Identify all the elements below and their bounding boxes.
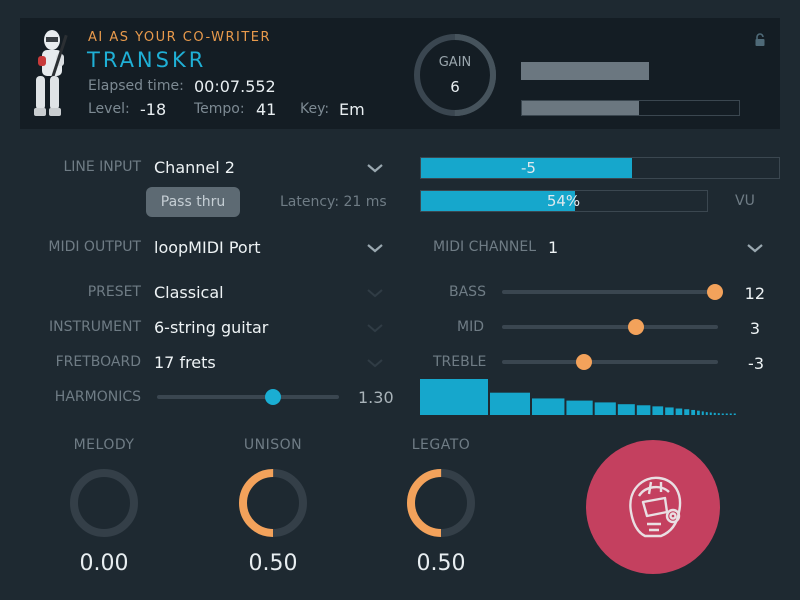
record-button[interactable] [586,440,720,574]
fretboard-select[interactable]: 17 frets [154,353,216,372]
dial-value-melody: 0.00 [79,551,129,576]
dial-arc [239,469,307,537]
pass-thru-button[interactable]: Pass thru [146,187,240,217]
midi-output-label: MIDI OUTPUT [48,239,141,255]
elapsed-time-value: 00:07.552 [194,77,276,96]
gain-knob[interactable] [410,30,500,120]
spectrum-bar [652,406,664,415]
input-meter: -5 [420,157,780,179]
header-panel [20,18,780,129]
spectrum-bar [725,413,728,415]
bass-slider-track[interactable] [502,284,723,300]
bass-value: 12 [744,284,765,303]
bass-label: BASS [449,284,486,300]
robot-head-icon [629,476,682,538]
harmonics-value: 1.30 [358,388,394,407]
chevron-down-icon[interactable] [366,358,384,368]
spectrum-bar [636,405,651,415]
dial-label-melody: MELODY [73,437,135,453]
treble-value: -3 [748,354,764,373]
app-title: TRANSKR [87,48,207,72]
line-input-label: LINE INPUT [63,159,141,175]
input-meter-fill [421,158,633,178]
level-label: Level: [88,101,130,117]
instrument-select[interactable]: 6-string guitar [154,318,269,337]
tempo-value: 41 [256,100,277,119]
harmonics-slider-track[interactable] [157,389,339,405]
vu-meter-fill [421,191,576,211]
spectrum-bar [566,400,593,415]
instrument-label: INSTRUMENT [49,319,141,335]
mid-slider-track[interactable] [502,319,718,335]
dial-knob-unison[interactable] [236,466,310,540]
spectrum-bar [420,379,488,415]
spectrum-bar [701,411,704,415]
harmonics-slider-handle[interactable] [265,389,282,405]
input-meter-text: -5 [521,159,536,177]
harmonics-label: HARMONICS [54,389,141,405]
treble-slider-handle[interactable] [576,354,593,370]
tempo-label: Tempo: [194,101,245,117]
lock-icon[interactable] [753,33,767,47]
midi-output-select[interactable]: loopMIDI Port [154,238,261,257]
dial-value-unison: 0.50 [248,551,298,576]
key-label: Key: [300,101,330,117]
chevron-down-icon[interactable] [366,163,384,173]
key-value: Em [339,100,365,119]
robot-guitarist-logo [34,30,68,116]
spectrum-bar [665,407,674,415]
spectrum-bar [709,412,712,415]
preset-label: PRESET [87,284,141,300]
spectrum-bar [697,410,700,415]
line-input-select[interactable]: Channel 2 [154,158,235,177]
spectrum-bar [733,413,736,415]
dial-value-legato: 0.50 [416,551,466,576]
level-value: -18 [140,100,167,119]
spectrum-bar [717,413,720,415]
spectrum-bar [532,398,565,415]
midi-channel-label: MIDI CHANNEL [433,239,537,255]
chevron-down-icon[interactable] [366,288,384,298]
preset-select[interactable]: Classical [154,283,224,302]
spectrum-bar [617,404,635,415]
spectrum-bar [490,392,530,415]
dial-label-unison: UNISON [243,437,303,453]
treble-label: TREBLE [433,354,487,370]
chevron-down-icon[interactable] [746,243,764,253]
mid-label: MID [457,319,484,335]
dial-knob-melody[interactable] [67,466,141,540]
bass-slider-handle[interactable] [707,284,723,300]
header-level-bar-2-track [521,100,740,116]
mid-slider-handle[interactable] [627,319,644,335]
treble-slider-track[interactable] [502,354,718,370]
chevron-down-icon[interactable] [366,243,384,253]
dial-label-legato: LEGATO [411,437,471,453]
vu-meter-text: 54% [546,192,581,210]
vu-label: VU [735,193,755,209]
spectrum-bar [729,413,732,415]
elapsed-time-label: Elapsed time: [88,78,184,94]
spectrum-bar [684,409,690,415]
spectrum-bar [721,413,724,415]
app-tagline: AI AS YOUR CO-WRITER [88,30,272,45]
gain-value: 6 [450,78,460,96]
header-level-bar-2 [522,101,640,115]
vu-meter: 54% [420,190,708,212]
fretboard-label: FRETBOARD [55,354,141,370]
spectrum-display [420,379,736,415]
midi-channel-select[interactable]: 1 [548,238,559,257]
latency-text: Latency: 21 ms [280,194,387,210]
gain-label: GAIN [438,55,472,70]
spectrum-bar [594,402,616,415]
spectrum-bar [713,412,716,415]
dial-knob-legato[interactable] [404,466,478,540]
dial-arc [407,469,475,537]
spectrum-bar [705,412,708,415]
spectrum-bar [691,409,696,415]
chevron-down-icon[interactable] [366,323,384,333]
header-level-bar-1 [521,62,649,80]
spectrum-bar [675,408,683,415]
mid-value: 3 [749,319,760,338]
